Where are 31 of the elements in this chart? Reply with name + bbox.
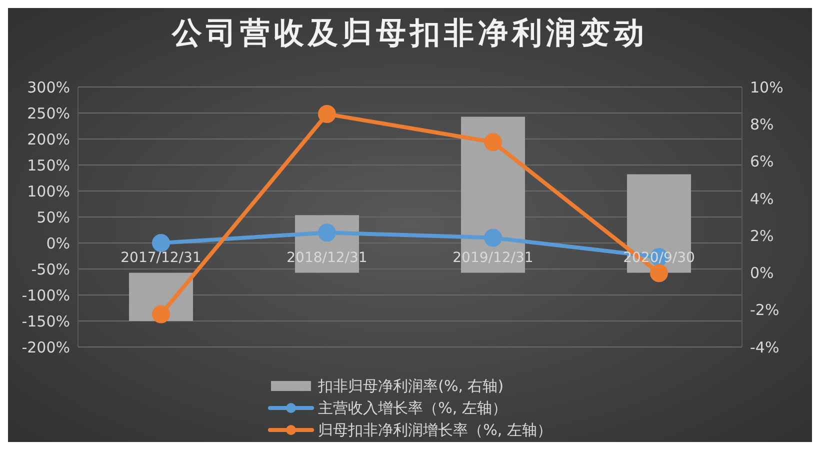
- y-tick-label: -100%: [22, 286, 70, 304]
- y2-tick-label: 0%: [750, 264, 774, 282]
- y-tick-label: 250%: [27, 104, 70, 122]
- legend-label: 扣非归母净利润率(%, 右轴): [318, 376, 504, 396]
- point: [318, 224, 336, 242]
- legend-label: 归母扣非净利润增长率（%, 左轴）: [318, 420, 552, 440]
- y-tick-label: 0%: [46, 234, 70, 252]
- y-tick-label: 100%: [27, 182, 70, 200]
- y-tick-label: 150%: [27, 156, 70, 174]
- y-tick-label: -50%: [31, 260, 70, 278]
- y2-tick-label: 4%: [750, 190, 774, 208]
- y2-tick-label: -2%: [750, 301, 780, 320]
- point: [152, 305, 170, 324]
- y2-tick-label: 6%: [750, 152, 774, 171]
- point: [318, 105, 336, 124]
- y2-tick-label: -4%: [750, 338, 780, 356]
- point: [650, 264, 668, 282]
- y-tick-label: -200%: [22, 338, 70, 356]
- y-tick-label: 50%: [36, 208, 70, 226]
- y2-tick-label: 10%: [750, 78, 784, 96]
- point: [484, 133, 502, 152]
- x-tick-label: 2017/12/31: [120, 250, 202, 266]
- y2-tick-label: 8%: [750, 115, 774, 134]
- y-tick-label: 200%: [27, 130, 70, 148]
- legend-label: 主营收入增长率（%, 左轴）: [318, 398, 507, 418]
- y-tick-label: -150%: [22, 312, 70, 330]
- point: [484, 228, 502, 247]
- point: [152, 234, 170, 252]
- y2-tick-label: 2%: [750, 226, 774, 245]
- chart-title: 公司营收及归母扣非净利润变动: [170, 14, 649, 52]
- y-tick-label: 300%: [27, 78, 70, 96]
